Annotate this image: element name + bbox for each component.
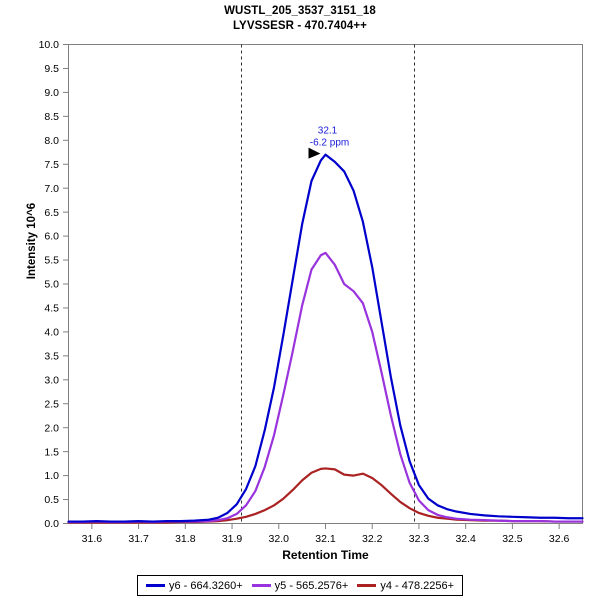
plot-frame bbox=[68, 44, 583, 524]
legend-item-1[interactable]: y6 - 664.3260+ bbox=[145, 579, 243, 592]
y-tick-label: 5.0 bbox=[44, 279, 59, 291]
y-tick-label: 7.5 bbox=[44, 159, 59, 171]
y-tick-label: 8.0 bbox=[44, 135, 59, 147]
x-tick-label: 32.3 bbox=[409, 533, 430, 545]
x-tick-label: 32.0 bbox=[269, 533, 290, 545]
y-tick-label: 1.5 bbox=[44, 446, 59, 458]
x-tick-label: 31.8 bbox=[175, 533, 196, 545]
x-axis-ticks: 31.6 31.7 31.8 31.9 32.0 32.1 32.2 32.3 32.4 32.5… bbox=[82, 523, 570, 545]
y-tick-label: 2.0 bbox=[44, 422, 59, 434]
x-axis-label: Retention Time bbox=[282, 548, 369, 562]
page-title: WUSTL_205_3537_3151_18 bbox=[224, 5, 376, 17]
x-tick-label: 31.9 bbox=[222, 533, 243, 545]
y-tick-label: 7.0 bbox=[44, 183, 59, 195]
y-tick-label: 1.0 bbox=[44, 470, 59, 482]
trace-2 bbox=[67, 251, 584, 524]
y-tick-label: 5.5 bbox=[44, 255, 59, 267]
annotation-mass-error: -6.2 ppm bbox=[310, 138, 349, 149]
legend-item-3[interactable]: y4 - 478.2256+ bbox=[357, 580, 454, 592]
chart-legend: y6 - 664.3260+ y5 - 565.2576+ y4 - 478.225… bbox=[137, 575, 463, 596]
peak-annotation: 32.1-6.2 ppm bbox=[308, 126, 349, 159]
y-tick-label: 0.5 bbox=[44, 494, 59, 506]
annotation-retention-time: 32.1 bbox=[318, 126, 338, 137]
y-tick-label: 2.5 bbox=[44, 398, 59, 410]
legend-swatch-icon bbox=[251, 584, 271, 587]
y-axis-ticks: 0.0 0.5 1.0 1.5 2.0 2.5 3.0 3.5 4.0 4.5 5.0 5.5 6.0 6… bbox=[39, 39, 69, 530]
legend-item-label: y4 - 478.2256+ bbox=[380, 579, 455, 592]
trace-3 bbox=[67, 467, 584, 524]
x-tick-label: 32.1 bbox=[315, 533, 336, 545]
y-tick-label: 4.0 bbox=[44, 327, 59, 339]
y-tick-label: 3.0 bbox=[44, 374, 59, 386]
trace-1 bbox=[67, 153, 584, 523]
y-tick-label: 0.0 bbox=[44, 518, 59, 530]
y-tick-label: 9.0 bbox=[44, 87, 59, 99]
y-tick-label: 6.0 bbox=[44, 231, 59, 243]
y-tick-label: 3.5 bbox=[44, 350, 59, 362]
annotation-arrow-icon bbox=[308, 147, 321, 159]
x-tick-label: 32.2 bbox=[362, 533, 383, 545]
y-tick-label: 10.0 bbox=[39, 39, 60, 51]
x-tick-label: 31.7 bbox=[128, 533, 149, 545]
legend-item-label: y6 - 664.3260+ bbox=[168, 579, 243, 592]
legend-item-2[interactable]: y5 - 565.2576+ bbox=[251, 579, 349, 592]
x-tick-label: 32.4 bbox=[455, 533, 476, 545]
chart-subtitle: LYVSSESR - 470.7404++ bbox=[232, 20, 367, 32]
y-tick-label: 6.5 bbox=[44, 207, 59, 219]
y-tick-label: 4.5 bbox=[44, 303, 59, 315]
chart-title-block: WUSTL_205_3537_3151_18 LYVSSESR - 470.74… bbox=[0, 4, 600, 34]
y-tick-label: 8.5 bbox=[44, 111, 59, 123]
x-tick-label: 32.5 bbox=[502, 533, 523, 545]
trace-group bbox=[67, 153, 584, 524]
integration-boundary-lines bbox=[241, 44, 415, 524]
legend-swatch-icon bbox=[145, 584, 165, 587]
y-tick-label: 9.5 bbox=[44, 63, 59, 75]
legend-item-label: y5 - 565.2576+ bbox=[274, 579, 349, 592]
legend-swatch-icon bbox=[357, 584, 377, 587]
x-tick-label: 31.6 bbox=[82, 533, 103, 545]
x-tick-label: 32.6 bbox=[549, 533, 570, 545]
